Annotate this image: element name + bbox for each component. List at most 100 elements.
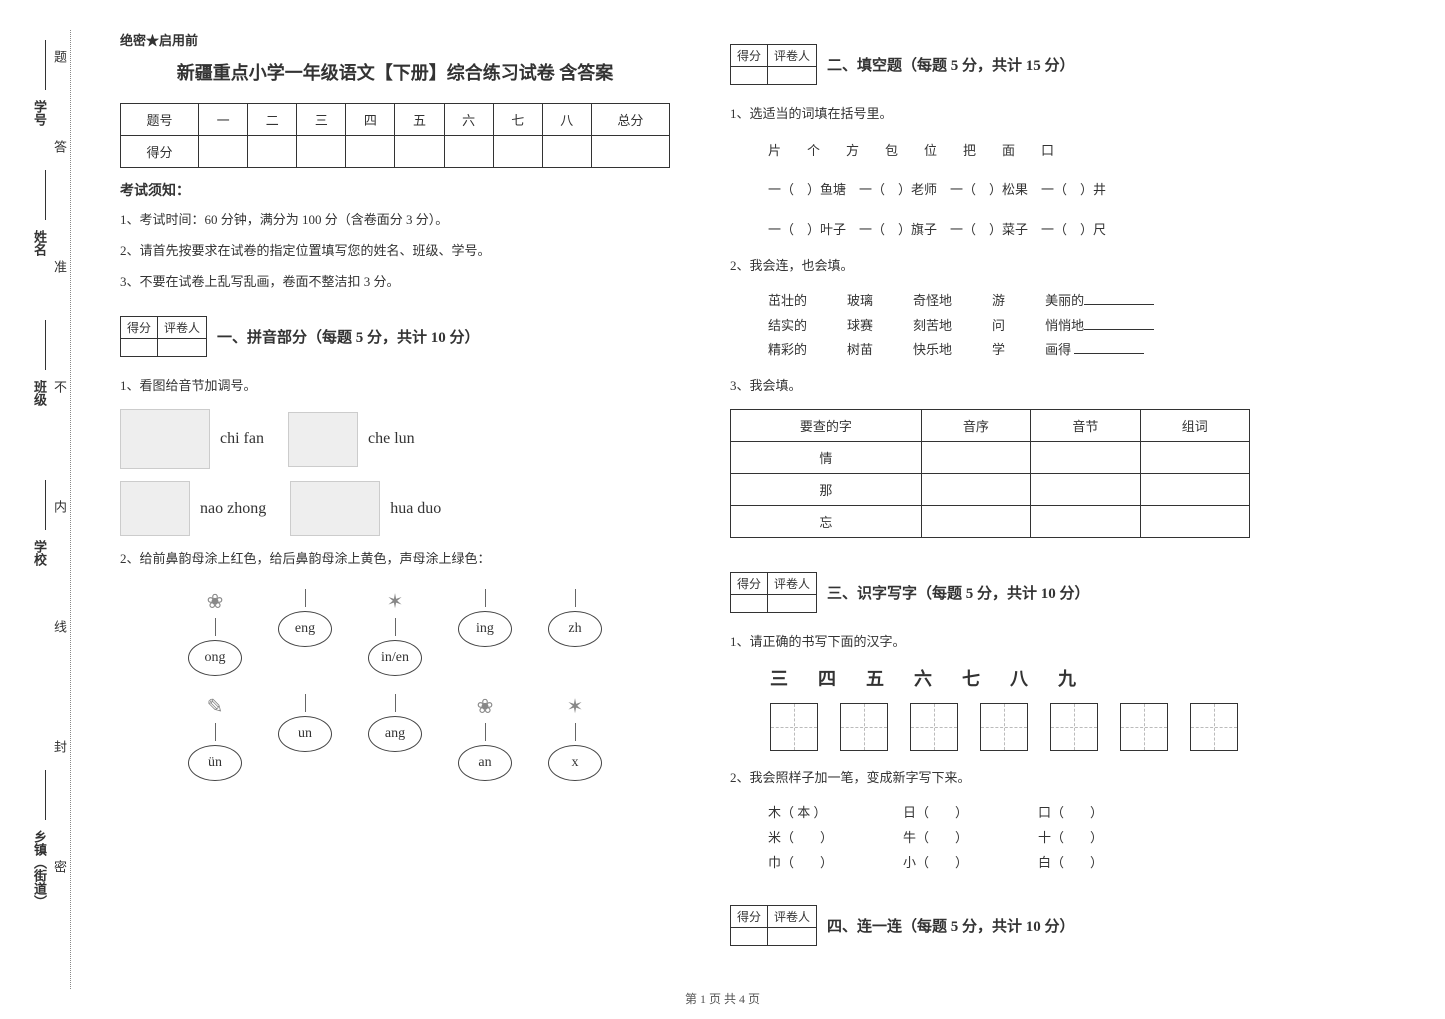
pinyin: hua duo [390,500,441,518]
cell: 悄悄地 [1045,318,1084,333]
marker: 内 [50,500,69,515]
score-box: 得分评卷人 [730,572,817,613]
th: 六 [444,104,493,136]
field-id: 学号 [30,100,49,126]
deco-icon: ✎ [207,694,224,719]
sb-l: 得分 [731,45,768,67]
tian-box [980,703,1028,751]
cell: 美丽的 [1045,293,1084,308]
td: 忘 [731,506,922,538]
q1-1-stem: 1、看图给音节加调号。 [120,375,670,397]
pinyin-row: nao zhong hua duo [120,481,670,536]
char: 七 [962,665,980,691]
tian-box [910,703,958,751]
cell: 牛（ ） [903,826,968,851]
dotted-line [70,30,71,989]
char: 五 [866,665,884,691]
oval: eng [278,611,332,647]
td: 那 [731,474,922,506]
char: 八 [1010,665,1028,691]
th: 一 [199,104,248,136]
table-row: 题号 一 二 三 四 五 六 七 八 总分 [121,104,670,136]
cell: 快乐地 [913,338,952,363]
cell: 白（ ） [1038,851,1103,876]
balloon-row: ✎ün un ang ❀an ✶x [120,694,670,781]
deco-icon: ✶ [387,589,404,614]
cell: 精彩的 [768,338,807,363]
tian-box [1050,703,1098,751]
cell: 奇怪地 [913,289,952,314]
cell: 结实的 [768,314,807,339]
score-box: 得分评卷人 [120,316,207,357]
oval: zh [548,611,602,647]
page: 乡镇（街道） 学校 班级 姓名 学号 密 封 线 内 不 准 答 题 绝密★启用… [0,0,1445,1019]
image-placeholder [120,409,210,469]
cell: 游 [992,289,1005,314]
cell: 树苗 [847,338,873,363]
th: 二 [248,104,297,136]
th: 八 [542,104,591,136]
td: 得分 [121,136,199,168]
sb-r: 评卷人 [158,317,207,339]
oval: ong [188,640,242,676]
th: 三 [297,104,346,136]
cell: 玻璃 [847,289,873,314]
q2-1-bank: 片 个 方 包 位 把 面 口 [730,137,1250,164]
marker: 题 [50,50,69,65]
oval: un [278,716,332,752]
th: 组词 [1140,410,1249,442]
cell: 问 [992,314,1005,339]
oval: ang [368,716,422,752]
image-placeholder [288,412,358,467]
score-box: 得分评卷人 [730,44,817,85]
sb-l: 得分 [731,573,768,595]
pinyin: che lun [368,430,415,448]
blank [45,170,46,220]
cell: 巾（ ） [768,851,833,876]
th: 四 [346,104,395,136]
field-town: 乡镇（街道） [30,830,49,908]
section1-title: 一、拼音部分（每题 5 分，共计 10 分） [217,326,480,347]
char: 三 [770,665,788,691]
q3-2-cols: 木（ 本 ）米（ ）巾（ ） 日（ ）牛（ ）小（ ） 口（ ）十（ ）白（ ） [730,801,1250,875]
score-box: 得分评卷人 [730,905,817,946]
lookup-table: 要查的字 音序 音节 组词 情 那 忘 [730,409,1250,538]
right-column: 得分评卷人 二、填空题（每题 5 分，共计 15 分） 1、选适当的词填在括号里… [690,0,1290,1019]
field-class: 班级 [30,380,49,406]
th: 七 [493,104,542,136]
image-placeholder [290,481,380,536]
deco-icon: ❀ [477,694,494,719]
tian-box [840,703,888,751]
field-name: 姓名 [30,230,49,256]
char: 四 [818,665,836,691]
cell: 木（ 本 ） [768,801,833,826]
cell: 画得 [1045,342,1071,357]
cell: 十（ ） [1038,826,1103,851]
notice-head: 考试须知： [120,180,670,200]
marker: 准 [50,260,69,275]
marker: 线 [50,620,69,635]
tian-box [1190,703,1238,751]
pinyin: nao zhong [200,500,266,518]
oval: an [458,745,512,781]
blank [45,40,46,90]
section2-title: 二、填空题（每题 5 分，共计 15 分） [827,54,1075,75]
q2-2-stem: 2、我会连，也会填。 [730,255,1250,277]
th: 五 [395,104,444,136]
balloon-row: ❀ong eng ✶in/en ing zh [120,589,670,676]
th: 音节 [1031,410,1140,442]
sb-r: 评卷人 [768,45,817,67]
pinyin-row: chi fan che lun [120,409,670,469]
marker: 封 [50,740,69,755]
marker: 答 [50,140,69,155]
image-placeholder [120,481,190,536]
oval: ün [188,745,242,781]
section4-title: 四、连一连（每题 5 分，共计 10 分） [827,915,1075,936]
tian-box [770,703,818,751]
deco-icon: ✶ [567,694,584,719]
tian-row [730,703,1250,751]
th: 题号 [121,104,199,136]
cell: 口（ ） [1038,801,1103,826]
q2-1-stem: 1、选适当的词填在括号里。 [730,103,1250,125]
blank [45,320,46,370]
